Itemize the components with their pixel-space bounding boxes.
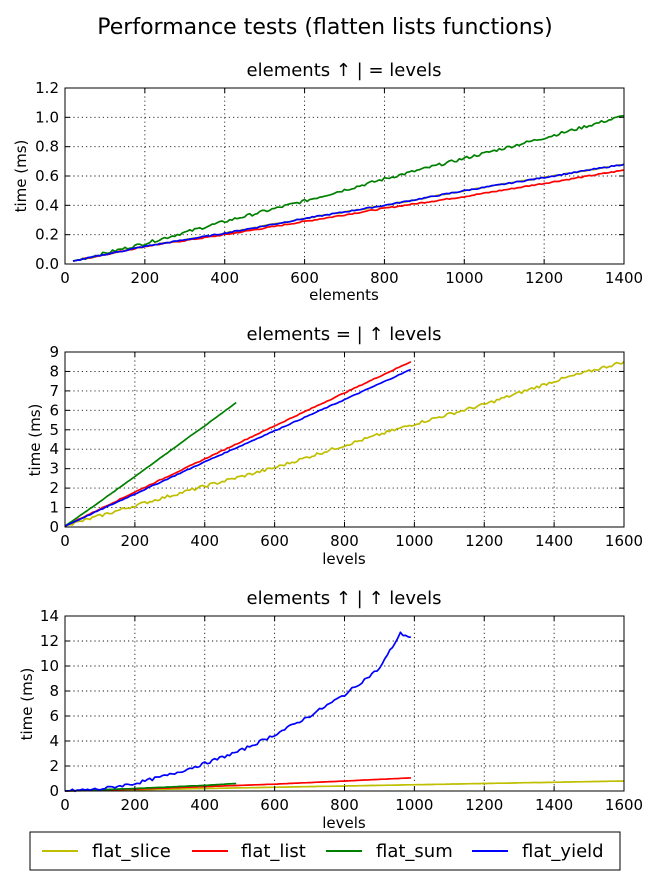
legend-label: flat_yield (522, 841, 604, 862)
subplot-1-title: elements ↑ | = levels (247, 60, 442, 81)
y-tick-label: 0 (49, 782, 59, 800)
y-tick-label: 0 (49, 518, 59, 536)
y-tick-label: 10 (40, 657, 59, 675)
subplot-2-title: elements = | ↑ levels (247, 324, 442, 345)
subplot-1-frame (64, 87, 625, 265)
x-tick-label: 1200 (525, 269, 563, 287)
subplot-3-grid (65, 616, 624, 791)
subplot-1: elements ↑ | = levels 0 200 400 600 800 1000 1… (12, 60, 643, 304)
legend-label: flat_sum (376, 841, 453, 862)
y-tick-label: 14 (40, 607, 59, 625)
series-line-flat-slice (72, 163, 625, 262)
y-tick-label: 1.2 (35, 79, 59, 97)
subplot-1-grid (65, 88, 624, 264)
y-tick-label: 0.0 (35, 255, 59, 273)
series-line-flat-sum (64, 782, 237, 792)
x-tick-label: 1000 (395, 532, 433, 550)
subplot-2: elements = | ↑ levels 0 200 400 600 800 1000 1… (26, 324, 643, 568)
legend-item-flat-sum: flat_sum (326, 841, 453, 862)
subplot-1-series (72, 115, 625, 262)
subplot-2-frame (64, 351, 625, 528)
y-tick-label: 12 (40, 632, 59, 650)
series-line-flat-list (64, 360, 412, 527)
x-tick-label: 400 (210, 269, 239, 287)
y-tick-label: 9 (49, 343, 59, 361)
y-tick-label: 4 (49, 732, 59, 750)
x-tick-label: 600 (260, 796, 289, 814)
subplot-3: elements ↑ | ↑ levels 0 200 400 600 800 1000 1… (18, 588, 643, 832)
series-line-flat-yield (64, 631, 412, 793)
subplot-3-ylabel: time (ms) (18, 668, 36, 741)
legend-item-flat-slice: flat_slice (42, 841, 171, 862)
x-tick-label: 1200 (465, 532, 503, 550)
y-tick-label: 0.2 (35, 226, 59, 244)
y-tick-label: 2 (49, 757, 59, 775)
legend-item-flat-yield: flat_yield (472, 841, 604, 862)
legend-frame (29, 831, 621, 871)
x-tick-label: 1000 (395, 796, 433, 814)
x-tick-label: 200 (131, 269, 160, 287)
subplot-1-ticks: 0 200 400 600 800 1000 1200 1400 0.0 0.2 0.4 0.6 0.8… (35, 79, 643, 287)
x-tick-label: 200 (121, 796, 150, 814)
subplot-2-ylabel: time (ms) (26, 404, 44, 477)
x-tick-label: 800 (370, 269, 399, 287)
x-tick-label: 800 (330, 796, 359, 814)
subplot-3-ticks: 0 200 400 600 800 1000 1200 1400 1600 0 2 4 6 8 10 12 14 (40, 607, 643, 814)
x-tick-label: 1600 (605, 796, 643, 814)
legend: flat_slice flat_list flat_sum flat_yield (29, 831, 621, 871)
y-tick-label: 4 (49, 440, 59, 458)
x-tick-label: 1000 (445, 269, 483, 287)
x-tick-label: 1200 (465, 796, 503, 814)
x-tick-label: 1400 (535, 532, 573, 550)
x-tick-label: 400 (190, 796, 219, 814)
x-tick-label: 1400 (605, 269, 643, 287)
y-tick-label: 8 (49, 682, 59, 700)
x-tick-label: 600 (290, 269, 319, 287)
subplot-1-xlabel: elements (309, 286, 379, 304)
y-tick-label: 6 (49, 707, 59, 725)
figure-title: Performance tests (flatten lists functio… (97, 15, 552, 40)
x-tick-label: 800 (330, 532, 359, 550)
x-tick-label: 0 (60, 796, 70, 814)
subplot-3-frame (64, 615, 625, 792)
x-tick-label: 0 (60, 269, 70, 287)
x-tick-label: 400 (190, 532, 219, 550)
x-tick-label: 0 (60, 532, 70, 550)
subplot-2-series (64, 360, 625, 527)
series-line-flat-yield (64, 368, 412, 527)
y-tick-label: 8 (49, 362, 59, 380)
y-tick-label: 7 (49, 382, 59, 400)
y-tick-label: 0.6 (35, 167, 59, 185)
y-tick-label: 2 (49, 479, 59, 497)
legend-label: flat_slice (92, 841, 171, 862)
legend-label: flat_list (241, 841, 306, 862)
subplot-1-ylabel: time (ms) (12, 140, 30, 213)
x-tick-label: 200 (121, 532, 150, 550)
y-tick-label: 1.0 (35, 108, 59, 126)
series-line-flat-list (72, 169, 625, 262)
x-tick-label: 600 (260, 532, 289, 550)
y-tick-label: 6 (49, 401, 59, 419)
subplot-3-xlabel: levels (322, 814, 366, 832)
y-tick-label: 5 (49, 421, 59, 439)
y-tick-label: 0.8 (35, 138, 59, 156)
subplot-3-title: elements ↑ | ↑ levels (247, 588, 442, 609)
y-tick-label: 1 (49, 499, 59, 517)
x-tick-label: 1400 (535, 796, 573, 814)
x-tick-label: 1600 (605, 532, 643, 550)
series-line-flat-sum (64, 401, 237, 527)
legend-item-flat-list: flat_list (192, 841, 306, 862)
series-line-flat-yield (72, 163, 625, 262)
y-tick-label: 3 (49, 460, 59, 478)
y-tick-label: 0.4 (35, 196, 59, 214)
subplot-2-grid (65, 352, 624, 527)
series-line-flat-slice (64, 361, 625, 527)
series-line-flat-sum (72, 115, 625, 262)
subplot-2-xlabel: levels (322, 550, 366, 568)
subplot-2-ticks: 0 200 400 600 800 1000 1200 1400 1600 01 23 45 67 89 (49, 343, 643, 550)
